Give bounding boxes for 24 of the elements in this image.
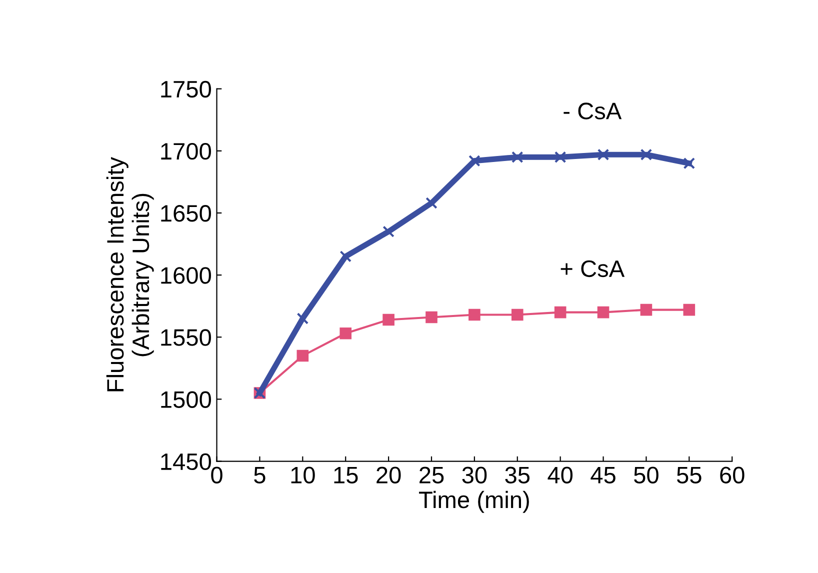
x-tick-label: 20 bbox=[376, 466, 401, 484]
y-tick-label: 1500 bbox=[161, 391, 211, 408]
x-tick-label: 15 bbox=[334, 466, 358, 484]
x-tick-label: 40 bbox=[548, 466, 573, 484]
y-tick-label: 1750 bbox=[161, 80, 211, 98]
y-tick-label: 1550 bbox=[161, 329, 211, 346]
x-tick-label: 60 bbox=[720, 466, 744, 484]
x-tick-label: 10 bbox=[291, 466, 315, 484]
x-axis-title: Time (min) bbox=[419, 490, 529, 513]
x-tick-label: 35 bbox=[505, 466, 530, 484]
x-tick-label: 45 bbox=[590, 466, 616, 484]
x-tick-label: 50 bbox=[634, 466, 658, 484]
x-tick-label: 5 bbox=[254, 466, 266, 484]
x-tick-label: 0 bbox=[211, 466, 222, 484]
y-tick-label: 1700 bbox=[161, 142, 211, 160]
y-tick-label: 1600 bbox=[161, 267, 211, 284]
series-label: + CsA bbox=[560, 260, 625, 278]
y-tick-label: 1450 bbox=[161, 453, 211, 470]
x-tick-label: 30 bbox=[462, 466, 487, 484]
x-tick-label: 25 bbox=[420, 466, 444, 484]
y-tick-label: 1650 bbox=[161, 205, 211, 222]
y-axis-title: Fluorescence Intensity (Arbitrary Units) bbox=[106, 156, 154, 392]
series-label: - CsA bbox=[564, 102, 622, 120]
x-tick-label: 55 bbox=[676, 466, 702, 484]
